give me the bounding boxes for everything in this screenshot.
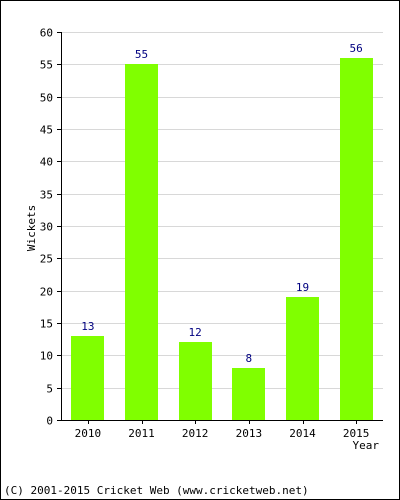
data-label-2013: 8	[246, 352, 253, 365]
data-label-2014: 19	[296, 281, 309, 294]
axes	[57, 32, 383, 424]
bar-2013	[232, 368, 265, 420]
y-tick-label: 45	[40, 124, 53, 137]
y-axis-title: Wickets	[25, 205, 38, 251]
bar-2010	[71, 336, 104, 420]
y-tick-label: 40	[40, 156, 53, 169]
y-tick-label: 55	[40, 59, 53, 72]
y-tick-label: 35	[40, 189, 53, 202]
copyright-footer: (C) 2001-2015 Cricket Web (www.cricketwe…	[4, 484, 309, 497]
x-tick-label-2012: 2012	[182, 427, 209, 440]
x-tick-label-2010: 2010	[75, 427, 102, 440]
bar-2014	[286, 297, 319, 420]
grid-lines	[61, 32, 383, 389]
y-tick-label: 60	[40, 27, 53, 40]
y-tick-label: 10	[40, 350, 53, 363]
x-axis-title: Year	[353, 439, 380, 452]
data-labels: 13 55 12 8 19 56	[81, 42, 363, 365]
x-tick-labels: 2010 2011 2012 2013 2014 2015	[75, 427, 370, 440]
y-tick-label: 25	[40, 253, 53, 266]
data-label-2012: 12	[189, 326, 202, 339]
bar-2012	[179, 342, 212, 420]
bar-2011	[125, 64, 158, 420]
bars	[71, 58, 373, 420]
x-tick-label-2013: 2013	[236, 427, 263, 440]
y-tick-labels: 0 5 10 15 20 25 30 35 40 45 50 55 60	[40, 27, 53, 428]
y-tick-label: 20	[40, 286, 53, 299]
x-tick-label-2011: 2011	[128, 427, 155, 440]
data-label-2015: 56	[350, 42, 363, 55]
data-label-2010: 13	[81, 320, 94, 333]
y-tick-label: 30	[40, 221, 53, 234]
y-tick-label: 0	[46, 415, 53, 428]
data-label-2011: 55	[135, 48, 148, 61]
y-tick-label: 50	[40, 92, 53, 105]
x-tick-label-2014: 2014	[289, 427, 316, 440]
bar-2015	[340, 58, 373, 420]
y-tick-label: 15	[40, 318, 53, 331]
x-tick-label-2015: 2015	[343, 427, 370, 440]
y-tick-label: 5	[46, 383, 53, 396]
